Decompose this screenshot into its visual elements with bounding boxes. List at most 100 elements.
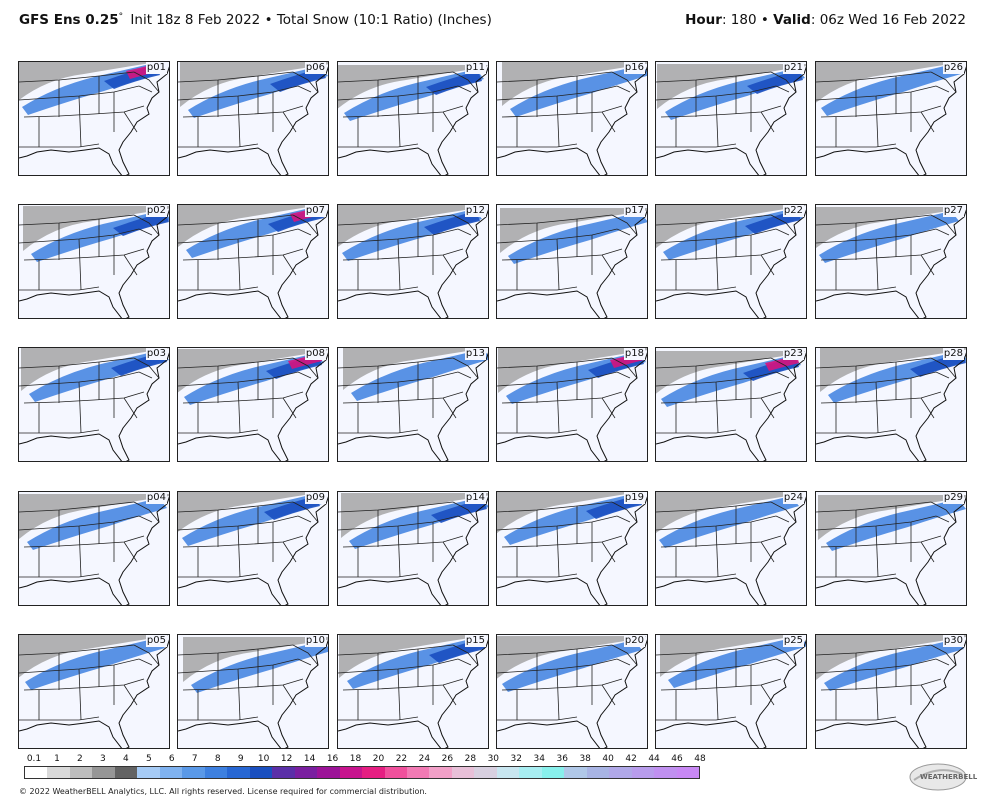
state-border [282, 254, 297, 276]
state-border [816, 357, 932, 369]
state-border [19, 357, 135, 369]
legend-tick-label: 18 [349, 754, 362, 764]
member-label: p06 [304, 62, 326, 74]
member-label: p27 [942, 205, 964, 217]
state-border [297, 85, 312, 93]
state-border [816, 71, 932, 83]
snow-swath [343, 348, 488, 401]
ensemble-member-map: p29 [815, 491, 967, 606]
state-border [497, 286, 578, 291]
state-border [452, 71, 479, 93]
coastline [178, 66, 328, 175]
state-border [497, 214, 613, 226]
coastline [178, 496, 328, 605]
coastline [178, 209, 328, 318]
state-border [820, 678, 942, 691]
legend-swatch [654, 767, 677, 778]
snow-heavy-area [113, 212, 169, 236]
state-border [457, 228, 472, 236]
valid-time-header: Hour: 180 • Valid: 06z Wed 16 Feb 2022 [685, 12, 966, 28]
state-border [875, 95, 879, 148]
snow-moderate-area [510, 65, 647, 117]
snow-swath [500, 208, 647, 264]
ensemble-member-map: p21 [655, 61, 807, 176]
state-border [237, 381, 241, 434]
ensemble-member-map: p30 [815, 634, 967, 749]
snow-light-area [498, 348, 647, 393]
state-border [178, 143, 259, 148]
coastline [656, 352, 806, 461]
snow-light-area [180, 62, 328, 107]
snow-moderate-area [668, 636, 806, 688]
coastline [816, 639, 966, 748]
legend-tick-label: 46 [671, 754, 683, 764]
state-border [133, 71, 160, 93]
state-border [452, 214, 479, 236]
coastline [497, 496, 647, 605]
legend-tick-label: 7 [191, 754, 198, 764]
state-border [930, 501, 957, 523]
state-border [770, 644, 797, 666]
state-border [601, 111, 616, 133]
snowfall-map [816, 635, 966, 748]
state-border [442, 541, 457, 563]
legend-swatch [496, 767, 520, 778]
snow-moderate-area [659, 496, 799, 548]
legend-tick-label: 48 [694, 754, 706, 764]
state-border [775, 371, 790, 379]
state-border [78, 525, 82, 578]
coastline [656, 209, 806, 318]
snow-swath [656, 492, 803, 548]
snow-swath [502, 62, 647, 117]
coastline [816, 352, 966, 461]
state-border [601, 397, 616, 419]
snow-light-area [497, 492, 640, 534]
ensemble-member-map: p06 [177, 61, 329, 176]
state-border [920, 684, 935, 706]
ensemble-member-map: p19 [496, 491, 648, 606]
state-border [820, 535, 942, 548]
state-border [338, 429, 419, 434]
state-border [660, 105, 782, 118]
snow-light-area [19, 62, 158, 101]
state-border [182, 391, 304, 404]
ensemble-member-map: p11 [337, 61, 489, 176]
snow-light-area [816, 635, 966, 680]
state-border [282, 684, 297, 706]
state-border [816, 286, 897, 291]
legend-swatch [519, 767, 542, 778]
member-label: p25 [782, 635, 804, 647]
coastline [19, 209, 169, 318]
valid-label: Valid [773, 12, 811, 28]
snow-light-area [341, 493, 488, 538]
snowfall-map [338, 635, 488, 748]
state-border [442, 397, 457, 419]
legend-tick-label: 9 [237, 754, 244, 764]
snowfall-map [816, 495, 966, 605]
snowfall-map [656, 351, 806, 461]
coastline [19, 352, 169, 461]
legend-tick-label: 40 [602, 754, 614, 764]
coastline [656, 66, 806, 175]
state-border [19, 429, 100, 434]
legend-tick-label: 20 [372, 754, 385, 764]
copyright-notice: © 2022 WeatherBELL Analytics, LLC. All r… [19, 787, 427, 796]
state-border [616, 228, 631, 236]
state-border [820, 391, 942, 404]
state-border [816, 716, 897, 721]
state-border [123, 254, 138, 276]
snow-moderate-area [351, 349, 488, 401]
state-border [497, 429, 578, 434]
coastline [19, 639, 169, 748]
state-border [237, 668, 241, 721]
state-border [920, 541, 935, 563]
state-border [656, 357, 772, 369]
snow-light-area [178, 349, 328, 393]
snowfall-map [656, 64, 806, 175]
legend-swatch [339, 767, 363, 778]
ensemble-member-map: p03 [18, 347, 170, 462]
state-border [138, 658, 153, 666]
legend-swatch [451, 767, 475, 778]
state-border [182, 248, 304, 261]
snowfall-map [178, 492, 328, 605]
